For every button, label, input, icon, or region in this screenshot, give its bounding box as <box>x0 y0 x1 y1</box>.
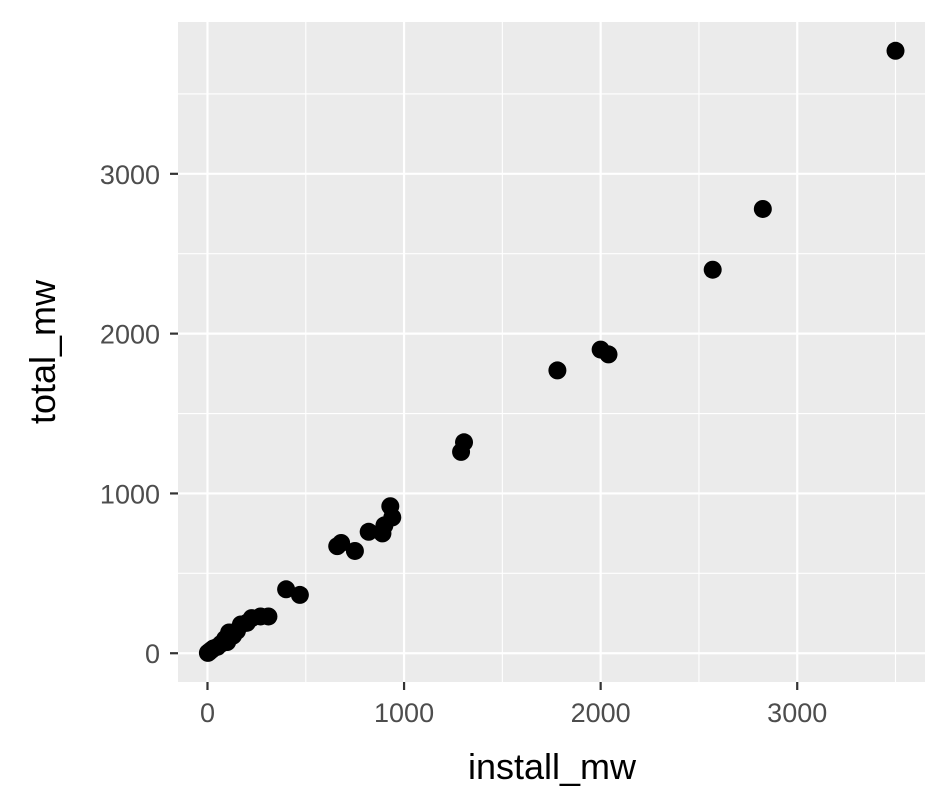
plot-panel <box>178 22 925 682</box>
x-tick-label: 3000 <box>767 698 827 728</box>
data-point <box>703 260 722 279</box>
y-tick-label: 2000 <box>100 320 160 350</box>
y-tick-label: 1000 <box>100 479 160 509</box>
y-axis-title: total_mw <box>22 279 63 424</box>
data-points <box>198 41 905 662</box>
x-axis: 0 1000 2000 3000 <box>200 682 827 728</box>
data-point <box>345 541 364 560</box>
data-point <box>548 361 567 380</box>
x-tick-label: 0 <box>200 698 215 728</box>
x-tick-label: 2000 <box>571 698 631 728</box>
data-point <box>753 199 772 218</box>
minor-gridlines <box>178 22 925 682</box>
y-tick-label: 0 <box>145 639 160 669</box>
data-point <box>359 522 378 541</box>
data-point <box>328 537 347 556</box>
x-tick-label: 1000 <box>374 698 434 728</box>
data-point <box>452 442 471 461</box>
data-point <box>277 580 296 599</box>
data-point <box>290 585 309 604</box>
data-point <box>198 643 217 662</box>
data-point <box>886 41 905 60</box>
data-point <box>599 345 618 364</box>
y-axis: 0 1000 2000 3000 <box>100 160 178 669</box>
data-point <box>373 524 392 543</box>
x-axis-title: install_mw <box>468 746 637 787</box>
y-tick-label: 3000 <box>100 160 160 190</box>
